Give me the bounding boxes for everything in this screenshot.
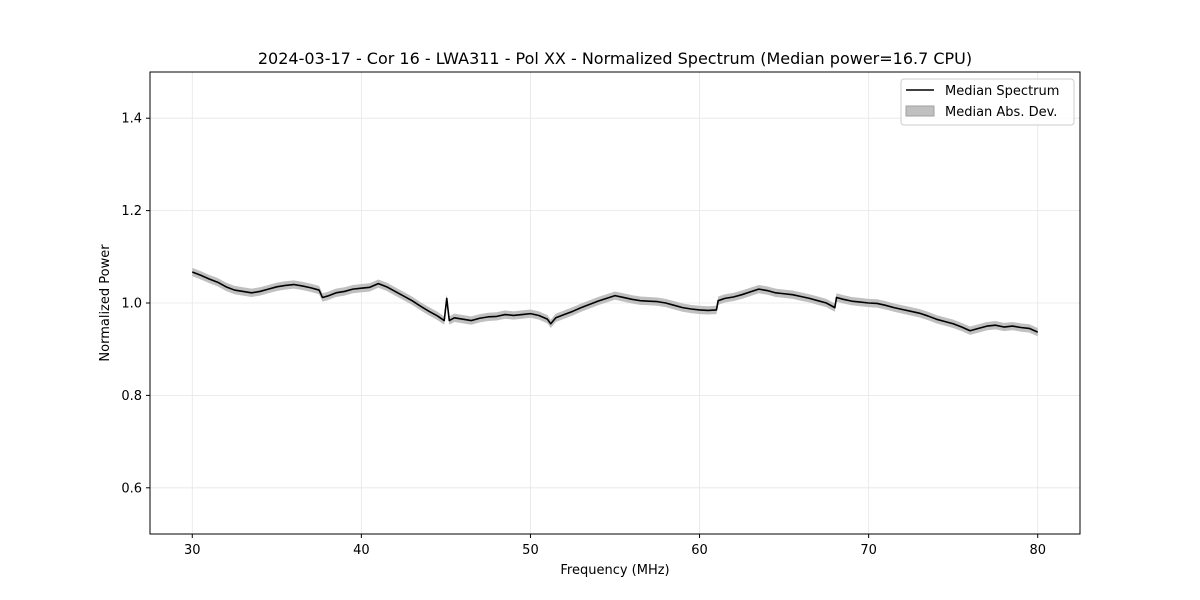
y-tick-label: 1.4 [121,112,142,127]
median-line-layer [191,271,1039,333]
mad-band-layer [192,267,1038,337]
legend-label-median-spectrum: Median Spectrum [945,84,1059,99]
x-tick-label: 80 [1029,543,1046,558]
y-tick-label: 0.6 [121,481,142,496]
x-tick-label: 30 [184,543,201,558]
y-axis-label: Normalized Power [98,244,113,362]
chart-title: 2024-03-17 - Cor 16 - LWA311 - Pol XX - … [258,49,972,68]
axis-ticks: 30 40 50 60 70 80 0.6 0.8 1.0 1.2 1.4 [121,112,1046,558]
legend-box [900,78,1075,126]
x-tick-label: 70 [860,543,877,558]
legend-label-median-abs-dev: Median Abs. Dev. [945,105,1057,120]
median-spectrum-line [191,271,1039,333]
y-tick-label: 1.0 [121,297,142,312]
y-tick-label: 1.2 [121,204,142,219]
x-tick-label: 50 [522,543,539,558]
y-tick-label: 0.8 [121,389,142,404]
x-tick-label: 60 [691,543,708,558]
mad-band [192,267,1038,337]
x-tick-label: 40 [353,543,370,558]
legend-band-swatch [905,105,935,117]
legend: Median Spectrum Median Abs. Dev. [900,78,1075,126]
x-axis-label: Frequency (MHz) [560,563,669,578]
